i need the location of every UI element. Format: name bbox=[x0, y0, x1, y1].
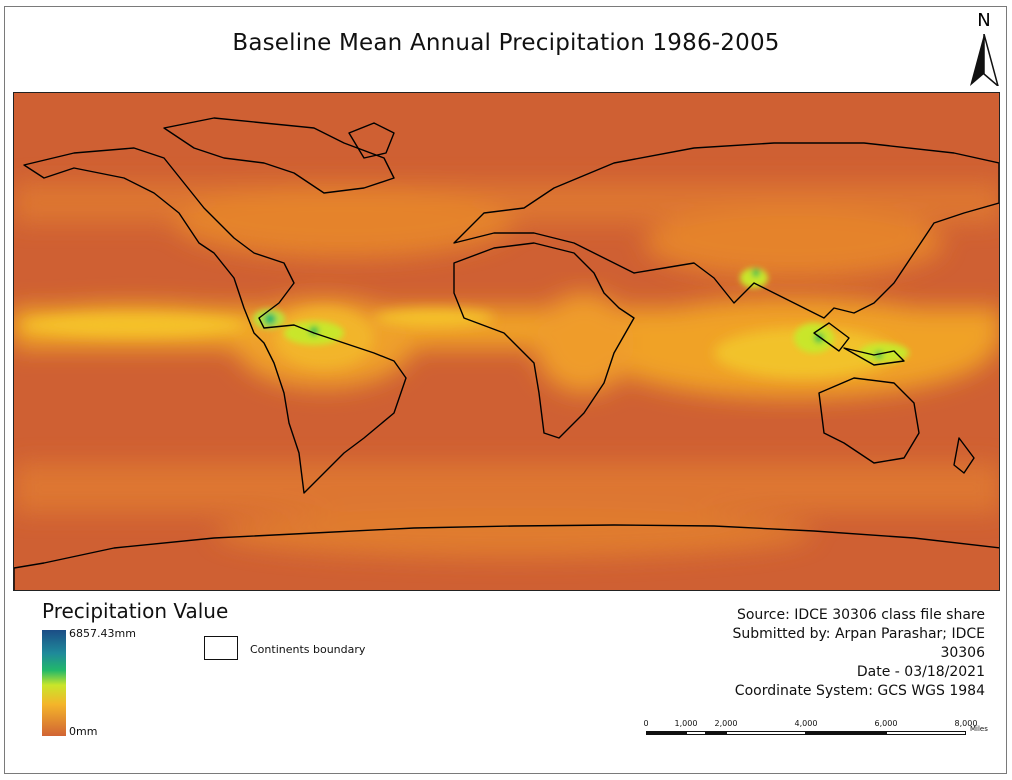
scale-label-4000: 4,000 bbox=[794, 719, 818, 728]
ramp-max-label: 6857.43mm bbox=[69, 627, 136, 640]
scale-segment bbox=[646, 731, 686, 735]
scale-label-2000: 2,000 bbox=[714, 719, 738, 728]
precipitation-map[interactable] bbox=[13, 92, 1000, 591]
scale-segment bbox=[886, 731, 966, 735]
scale-unit: Miles bbox=[970, 725, 988, 733]
boundary-swatch bbox=[204, 636, 238, 660]
scale-segment bbox=[706, 731, 726, 735]
north-arrow: N bbox=[964, 10, 1004, 88]
scale-bar: 0 1,000 2,000 4,000 6,000 8,000 Miles bbox=[640, 716, 990, 756]
scale-label-0: 0 bbox=[643, 719, 649, 728]
date-text: Date - 03/18/2021 bbox=[856, 664, 985, 680]
scale-label-1000: 1,000 bbox=[674, 719, 698, 728]
scale-label-6000: 6,000 bbox=[874, 719, 898, 728]
map-title: Baseline Mean Annual Precipitation 1986-… bbox=[232, 30, 780, 56]
source-text: Source: IDCE 30306 class file share bbox=[736, 607, 985, 623]
north-arrow-icon bbox=[970, 34, 999, 86]
scale-segment bbox=[686, 731, 706, 735]
scale-segment bbox=[726, 731, 806, 735]
crs-text: Coordinate System: GCS WGS 1984 bbox=[734, 683, 985, 699]
ramp-min-label: 0mm bbox=[69, 725, 98, 738]
scale-label-8000: 8,000 bbox=[954, 719, 978, 728]
submitted-text: Submitted by: Arpan Parashar; IDCE 30306 bbox=[732, 626, 985, 661]
north-label: N bbox=[977, 10, 991, 31]
scale-segment bbox=[806, 731, 886, 735]
legend-title: Precipitation Value bbox=[42, 599, 229, 623]
continents-boundary bbox=[14, 117, 999, 590]
boundary-label: Continents boundary bbox=[250, 643, 366, 656]
map-info: Source: IDCE 30306 class file share Subm… bbox=[715, 606, 985, 701]
color-ramp bbox=[42, 630, 66, 736]
precipitation-raster bbox=[14, 93, 999, 590]
